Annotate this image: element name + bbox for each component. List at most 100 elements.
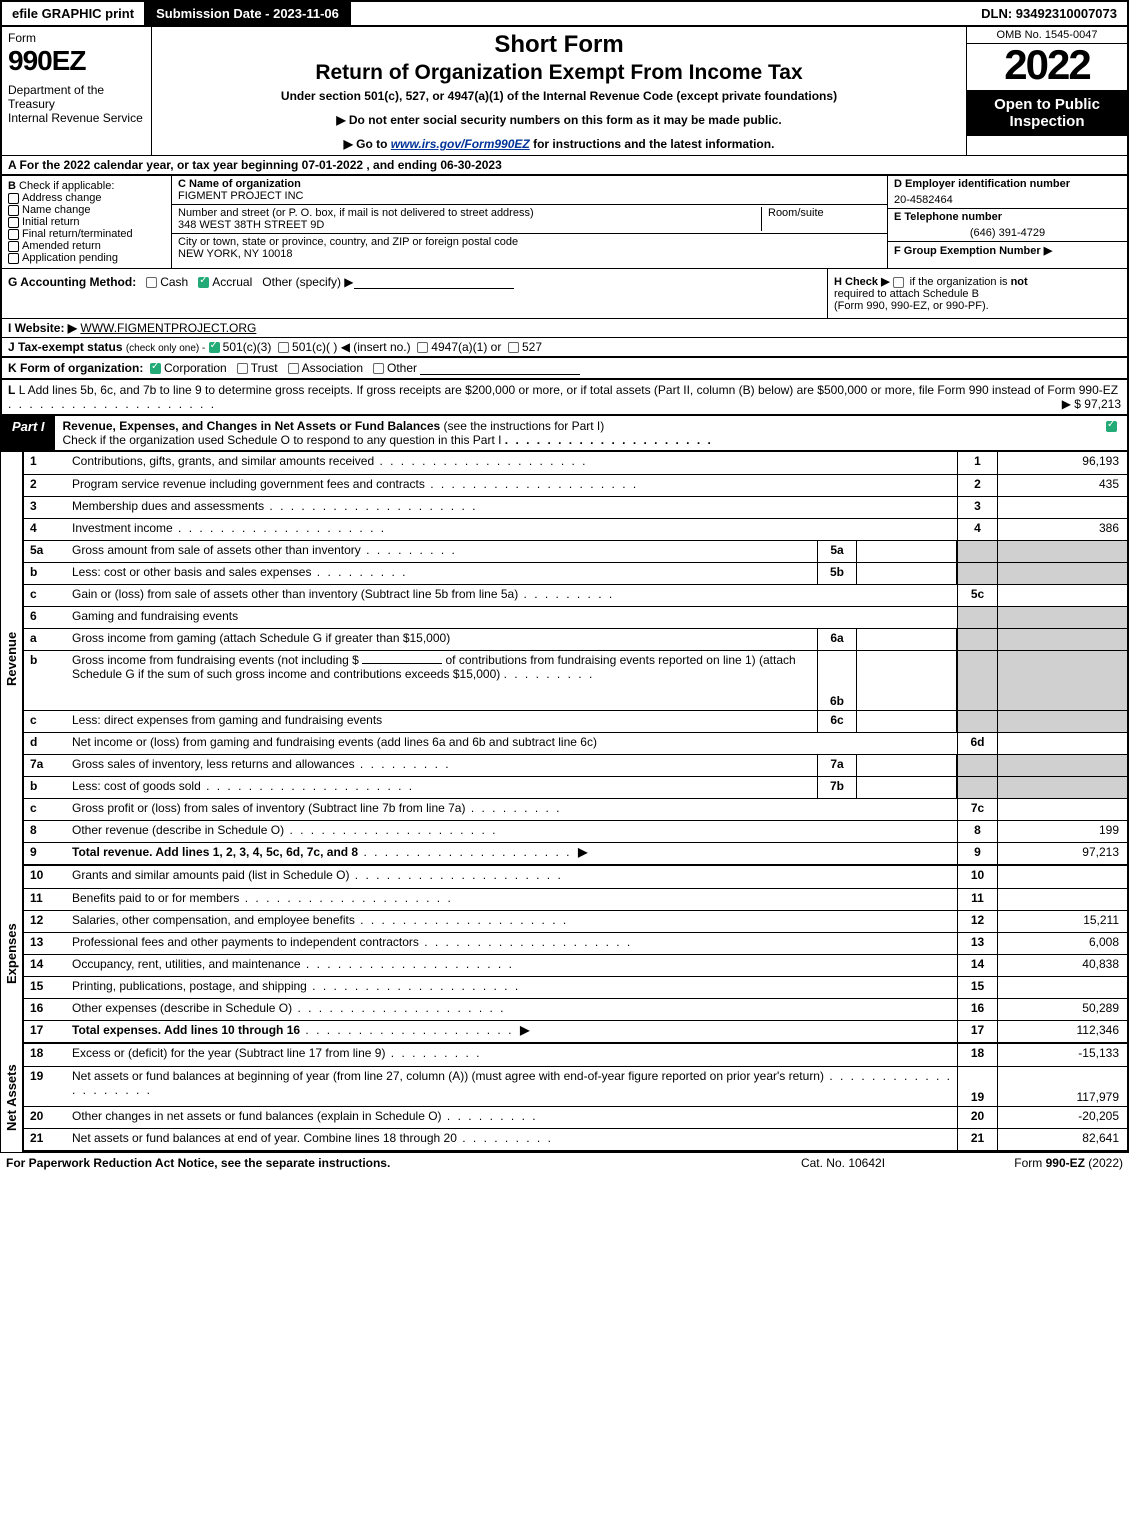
row-gh: G Accounting Method: Cash Accrual Other … [0,269,1129,318]
tax-year: 2022 [967,44,1127,86]
line-5b: b Less: cost or other basis and sales ex… [24,562,1127,584]
line-5a-val-shade [997,541,1127,562]
line-6a: a Gross income from gaming (attach Sched… [24,628,1127,650]
line-5a-subval [857,541,957,562]
line-15-desc: Printing, publications, postage, and shi… [72,979,307,993]
line-11-desc: Benefits paid to or for members [72,891,239,905]
line-7a-num: 7a [24,755,68,776]
line-2-num: 2 [24,475,68,496]
footer-form-pre: Form [1014,1156,1045,1170]
footer: For Paperwork Reduction Act Notice, see … [0,1152,1129,1173]
line-19-lnum: 19 [957,1067,997,1106]
footer-notice: For Paperwork Reduction Act Notice, see … [6,1156,743,1170]
line-6b-val-shade [997,651,1127,710]
opt-527: 527 [522,340,542,354]
opt-501c3: 501(c)(3) [223,340,272,354]
part-1-checkbox[interactable] [1099,416,1127,450]
l-amount: ▶ $ 97,213 [1062,397,1121,411]
line-6a-sn: 6a [817,629,857,650]
line-6-num: 6 [24,607,68,628]
dln-label: DLN: 93492310007073 [971,2,1127,25]
irs-link[interactable]: www.irs.gov/Form990EZ [391,137,530,151]
line-1: 1 Contributions, gifts, grants, and simi… [24,452,1127,474]
line-18-val: -15,133 [997,1044,1127,1066]
line-11-lnum: 11 [957,889,997,910]
line-3-val [997,497,1127,518]
line-7c: c Gross profit or (loss) from sales of i… [24,798,1127,820]
line-18-lnum: 18 [957,1044,997,1066]
line-18-desc: Excess or (deficit) for the year (Subtra… [72,1046,385,1060]
line-6c-desc: Less: direct expenses from gaming and fu… [72,713,382,727]
cb-501c3[interactable] [209,342,220,353]
cb-4947[interactable] [417,342,428,353]
city-value: NEW YORK, NY 10018 [178,248,293,260]
line-7c-val [997,799,1127,820]
cb-h[interactable] [893,277,904,288]
line-15: 15 Printing, publications, postage, and … [24,976,1127,998]
cb-trust[interactable] [237,363,248,374]
g-label: G Accounting Method: [8,275,136,289]
line-13-val: 6,008 [997,933,1127,954]
cb-assoc[interactable] [288,363,299,374]
line-4-desc: Investment income [72,521,173,535]
netassets-side-label: Net Assets [0,1043,24,1152]
line-4-val: 386 [997,519,1127,540]
line-11-val [997,889,1127,910]
website-value[interactable]: WWW.FIGMENTPROJECT.ORG [80,321,256,335]
cb-527[interactable] [508,342,519,353]
cb-cash[interactable] [146,277,157,288]
expenses-side-label: Expenses [0,865,24,1043]
line-6: 6 Gaming and fundraising events [24,606,1127,628]
line-18: 18 Excess or (deficit) for the year (Sub… [24,1044,1127,1066]
efile-print-button[interactable]: efile GRAPHIC print [2,2,146,25]
l-text: L Add lines 5b, 6c, and 7b to line 9 to … [19,383,1118,397]
line-16-lnum: 16 [957,999,997,1020]
cb-initial-return[interactable] [8,217,19,228]
cb-application-pending[interactable] [8,253,19,264]
line-5a: 5a Gross amount from sale of assets othe… [24,540,1127,562]
cb-501c[interactable] [278,342,289,353]
cb-name-change[interactable] [8,205,19,216]
bullet-2-post: for instructions and the latest informat… [530,137,775,151]
cb-address-change[interactable] [8,193,19,204]
line-10-desc: Grants and similar amounts paid (list in… [72,868,349,882]
open-to-public: Open to Public Inspection [967,90,1127,136]
line-15-lnum: 15 [957,977,997,998]
opt-assoc: Association [302,361,363,375]
addr-value: 348 WEST 38TH STREET 9D [178,219,324,231]
line-9-val: 97,213 [997,843,1127,864]
row-i: I Website: ▶ WWW.FIGMENTPROJECT.ORG [0,318,1129,337]
footer-form-bold: 990-EZ [1046,1156,1085,1170]
line-8: 8 Other revenue (describe in Schedule O)… [24,820,1127,842]
line-5b-desc: Less: cost or other basis and sales expe… [72,565,311,579]
line-3-lnum: 3 [957,497,997,518]
cb-other-org[interactable] [373,363,384,374]
line-5b-lnum-shade [957,563,997,584]
cb-accrual[interactable] [198,277,209,288]
line-6a-num: a [24,629,68,650]
cb-amended-return[interactable] [8,241,19,252]
line-6-val-shade [997,607,1127,628]
bullet-2-pre: ▶ Go to [344,137,391,151]
line-16-val: 50,289 [997,999,1127,1020]
submission-date-button[interactable]: Submission Date - 2023-11-06 [146,2,351,25]
e-label: E Telephone number [894,211,1002,223]
line-4-num: 4 [24,519,68,540]
part-1-tag: Part I [2,416,55,450]
line-5c-num: c [24,585,68,606]
row-a: A For the 2022 calendar year, or tax yea… [0,155,1129,176]
cb-corp[interactable] [150,363,161,374]
footer-catno: Cat. No. 10642I [743,1156,943,1170]
form-label: Form [8,31,145,45]
line-7a-desc: Gross sales of inventory, less returns a… [72,757,355,771]
line-6c-num: c [24,711,68,732]
line-3-desc: Membership dues and assessments [72,499,264,513]
form-code: 990EZ [8,45,145,77]
line-16-num: 16 [24,999,68,1020]
header-center: Short Form Return of Organization Exempt… [152,27,967,155]
opt-amended-return: Amended return [22,240,101,252]
line-5c-desc: Gain or (loss) from sale of assets other… [72,587,518,601]
cb-final-return[interactable] [8,229,19,240]
subtitle: Under section 501(c), 527, or 4947(a)(1)… [160,89,958,103]
row-k: K Form of organization: Corporation Trus… [0,356,1129,378]
